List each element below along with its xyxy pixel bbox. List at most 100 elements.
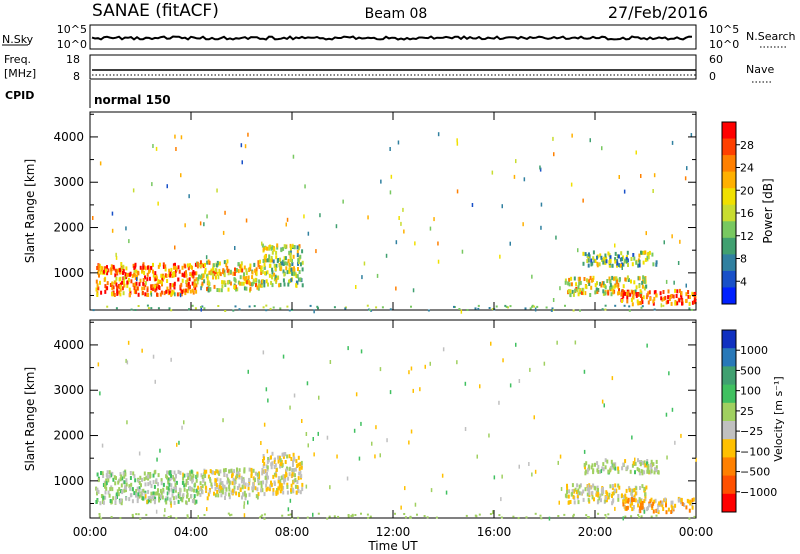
range-cell-1-150	[245, 268, 248, 273]
colorbar-tick-label-0: 28	[740, 139, 754, 152]
range-cell-1-114	[228, 495, 231, 500]
range-cell-3-28	[602, 291, 605, 296]
colorbar-swatch-4	[722, 188, 736, 206]
scatter-cell-98	[686, 166, 688, 171]
range-cell-0-283	[191, 271, 194, 276]
near-range-cell-87	[253, 305, 256, 308]
range-cell-0-177	[98, 263, 101, 268]
range-cell-1-28	[260, 283, 263, 288]
range-cell-2-17	[291, 269, 294, 274]
scatter-cell-124	[603, 403, 605, 408]
near-range-cell-78	[328, 515, 331, 518]
range-cell-0-139	[129, 272, 131, 277]
near-range-cell-31	[326, 517, 329, 520]
range-cell-2-57	[272, 474, 275, 479]
scatter-cell-107	[500, 497, 502, 502]
range-cell-1-131	[251, 270, 254, 275]
range-cell-3-102	[600, 498, 602, 503]
range-cell-3-132	[582, 287, 585, 292]
range-cell-3-112	[611, 275, 614, 280]
scatter-cell-85	[646, 343, 648, 348]
range-cell-0-269	[146, 265, 149, 270]
range-cell-3-51	[576, 494, 579, 498]
range-cell-4-36	[667, 299, 670, 304]
range-cell-0-212	[177, 265, 180, 270]
range-cell-0-205	[179, 470, 182, 475]
scatter-cell-79	[623, 189, 626, 194]
near-range-cell-54	[92, 309, 95, 312]
range-cell-4-0	[650, 503, 653, 508]
range-cell-2-17	[281, 475, 284, 480]
colorbar-swatch-1	[722, 348, 736, 367]
sky-noise-line	[91, 35, 693, 41]
freq-left-tick-top: 18	[66, 53, 80, 66]
colorbar-tick-label-5: 8	[740, 253, 747, 266]
scatter-cell-96	[445, 490, 448, 495]
near-range-cell-80	[344, 307, 347, 310]
range-cell-1-56	[247, 275, 250, 280]
range-cell-0-135	[175, 480, 178, 485]
range-cell-0-215	[122, 264, 125, 269]
scatter-cell-1	[183, 420, 185, 425]
near-range-cell-74	[289, 513, 292, 516]
range-cell-2-81	[264, 258, 267, 263]
range-cell-2-146	[263, 279, 266, 284]
near-range-cell-66	[146, 304, 149, 307]
range-cell-0-128	[181, 480, 184, 485]
range-cell-4-63	[661, 500, 664, 505]
range-cell-1-40	[260, 271, 263, 275]
range-cell-0-201	[95, 500, 98, 504]
range-cell-3-127	[604, 285, 607, 290]
scatter-cell-35	[663, 240, 665, 245]
xtick-label-3: 12:00	[376, 525, 411, 539]
near-range-cell-30	[175, 517, 178, 520]
range-cell-2-82	[263, 456, 265, 461]
colorbar-tick-label-1: 500	[740, 364, 761, 377]
range-cell-4-72	[651, 504, 654, 509]
range-cell-2-69	[261, 279, 264, 284]
range-cell-5-75	[604, 260, 607, 265]
range-cell-1-68	[207, 474, 210, 479]
range-cell-1-152	[214, 471, 217, 476]
range-cell-1-116	[244, 482, 247, 487]
range-cell-2-113	[262, 458, 264, 463]
range-cell-0-138	[195, 499, 198, 504]
range-cell-1-100	[254, 471, 257, 476]
range-cell-2-27	[262, 259, 265, 263]
range-cell-5-15	[634, 461, 637, 466]
range-cell-0-72	[143, 265, 146, 270]
range-cell-4-52	[664, 497, 667, 502]
scatter-cell-84	[145, 494, 147, 499]
range-cell-2-46	[275, 250, 278, 255]
range-cell-1-186	[242, 492, 244, 497]
near-range-cell-84	[369, 308, 372, 311]
range-cell-0-41	[146, 272, 149, 277]
near-range-cell-45	[333, 515, 336, 518]
range-cell-4-32	[655, 293, 658, 298]
range-cell-4-37	[626, 291, 629, 296]
range-cell-5-27	[607, 251, 610, 256]
range-cell-5-71	[655, 260, 658, 265]
scatter-cell-73	[522, 222, 524, 227]
range-cell-1-45	[227, 287, 230, 292]
near-range-cell-52	[525, 516, 528, 519]
range-cell-1-16	[201, 276, 204, 281]
range-cell-0-306	[146, 277, 149, 282]
range-cell-0-191	[99, 501, 102, 506]
range-cell-0-143	[152, 262, 154, 267]
range-cell-0-18	[112, 285, 115, 290]
range-cell-0-279	[150, 265, 153, 270]
range-cell-2-123	[286, 454, 289, 459]
range-cell-5-49	[621, 257, 623, 262]
range-cell-1-146	[215, 263, 218, 268]
range-cell-2-111	[283, 272, 286, 277]
range-cell-0-236	[195, 283, 198, 288]
scatter-cell-102	[265, 387, 268, 392]
range-cell-2-149	[301, 487, 304, 492]
range-cell-1-43	[227, 271, 230, 276]
range-cell-3-24	[596, 290, 599, 294]
range-cell-4-35	[650, 497, 653, 502]
range-cell-0-265	[153, 499, 156, 503]
range-cell-0-184	[125, 266, 128, 271]
scatter-cell-90	[644, 463, 646, 468]
